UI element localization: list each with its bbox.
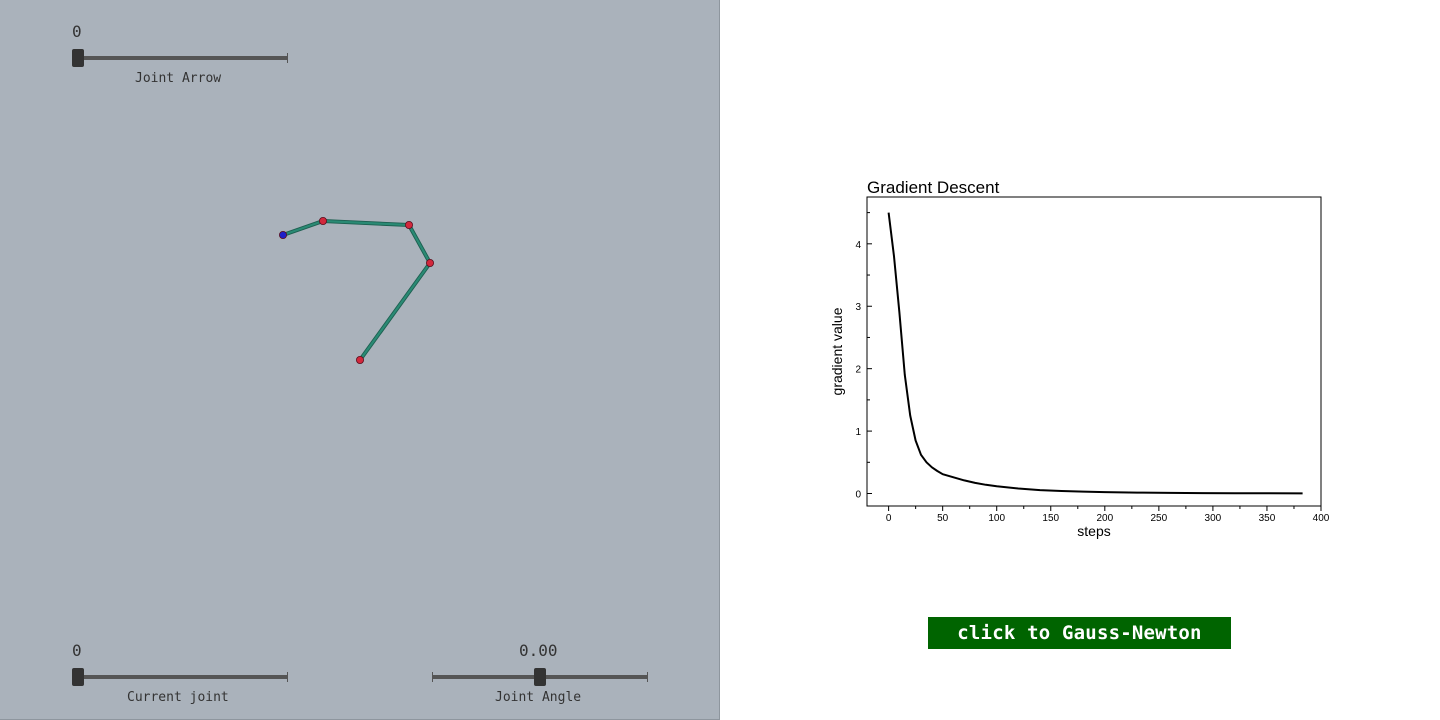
x-tick-label: 150 [1042,513,1059,524]
arm-joint [405,221,412,228]
arm-base-joint [279,231,286,238]
arm-joint [319,217,326,224]
track-end-cap [647,672,648,682]
current-joint-track[interactable] [72,675,288,679]
y-tick-label: 1 [855,427,861,438]
arm-link [283,221,323,235]
joint-angle-slider[interactable]: 0.00 Joint Angle [432,639,652,709]
chart-title: Gradient Descent [867,178,1000,197]
x-tick-label: 400 [1313,513,1330,524]
joint-angle-knob[interactable] [534,668,546,686]
joint-angle-value: 0.00 [519,641,558,660]
joint-angle-track[interactable] [432,675,648,679]
arm-link [360,263,430,360]
arm-joint [426,259,433,266]
current-joint-knob[interactable] [72,668,84,686]
x-tick-label: 300 [1205,513,1222,524]
current-joint-label: Current joint [127,690,229,705]
x-tick-label: 0 [886,513,892,524]
joint-angle-label: Joint Angle [495,690,581,705]
x-axis-label: steps [1077,523,1110,539]
y-tick-label: 2 [855,365,861,376]
x-tick-label: 250 [1151,513,1168,524]
robot-arm-viewport[interactable]: 0 Joint Arrow 0 Current joint 0.00 Joint… [0,0,720,720]
x-tick-label: 50 [937,513,949,524]
track-end-cap [287,672,288,682]
current-joint-slider[interactable]: 0 Current joint [72,639,292,709]
arm-joint [356,356,363,363]
track-start-cap [432,672,433,682]
y-tick-label: 0 [855,490,861,501]
robot-arm [0,0,719,719]
y-tick-label: 3 [855,302,861,313]
gauss-newton-button[interactable]: click to Gauss-Newton [928,617,1231,649]
y-axis-label: gradient value [829,307,845,395]
arm-link [409,225,430,263]
x-tick-label: 100 [988,513,1005,524]
x-tick-label: 350 [1259,513,1276,524]
plot-frame [867,197,1321,506]
current-joint-value: 0 [72,641,82,660]
y-tick-label: 4 [855,240,861,251]
